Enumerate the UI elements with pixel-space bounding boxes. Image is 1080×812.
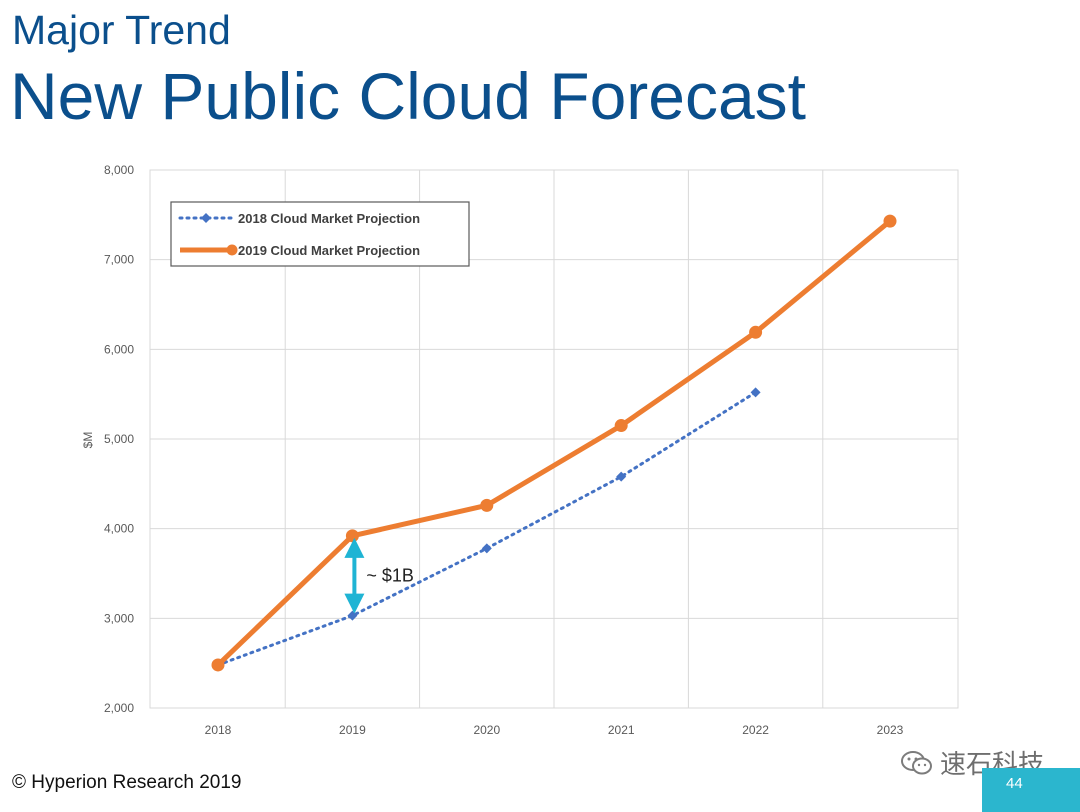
y-tick-label: 4,000 xyxy=(104,522,134,536)
annotation-label: ~ $1B xyxy=(366,566,414,586)
x-tick-label: 2018 xyxy=(205,723,232,737)
page-number: 44 xyxy=(1006,775,1023,792)
legend-label-2018: 2018 Cloud Market Projection xyxy=(238,211,420,226)
y-tick-label: 5,000 xyxy=(104,432,134,446)
data-point-2019 xyxy=(480,498,494,512)
y-tick-label: 6,000 xyxy=(104,342,134,356)
x-tick-label: 2021 xyxy=(608,723,635,737)
data-point-2019 xyxy=(614,419,628,433)
x-tick-label: 2022 xyxy=(742,723,769,737)
wechat-icon xyxy=(901,750,932,774)
x-tick-label: 2023 xyxy=(877,723,904,737)
legend-label-2019: 2019 Cloud Market Projection xyxy=(238,243,420,258)
data-point-2018 xyxy=(481,543,492,554)
y-tick-label: 7,000 xyxy=(104,253,134,267)
slide-title: New Public Cloud Forecast xyxy=(10,59,806,133)
legend-box xyxy=(170,201,470,267)
data-point-2019 xyxy=(211,658,225,672)
data-point-2019 xyxy=(749,325,763,339)
data-point-2018 xyxy=(347,610,358,621)
copyright-text: © Hyperion Research 2019 xyxy=(12,772,242,793)
data-point-2019 xyxy=(345,529,359,543)
data-point-2018 xyxy=(750,387,761,398)
y-tick-label: 8,000 xyxy=(104,163,134,177)
plot-area-border xyxy=(149,169,959,709)
slide-subtitle: Major Trend xyxy=(12,7,231,53)
x-tick-label: 2020 xyxy=(473,723,500,737)
data-point-2019 xyxy=(883,214,897,228)
y-tick-label: 3,000 xyxy=(104,611,134,625)
series-line-2019 xyxy=(216,219,892,667)
y-axis-label: $M xyxy=(81,432,95,449)
legend-marker-2019 xyxy=(226,244,238,256)
x-tick-label: 2019 xyxy=(339,723,366,737)
legend-marker-2018 xyxy=(201,213,211,223)
y-tick-label: 2,000 xyxy=(104,701,134,715)
data-point-2018 xyxy=(616,471,627,482)
page-number-box xyxy=(982,768,1080,812)
